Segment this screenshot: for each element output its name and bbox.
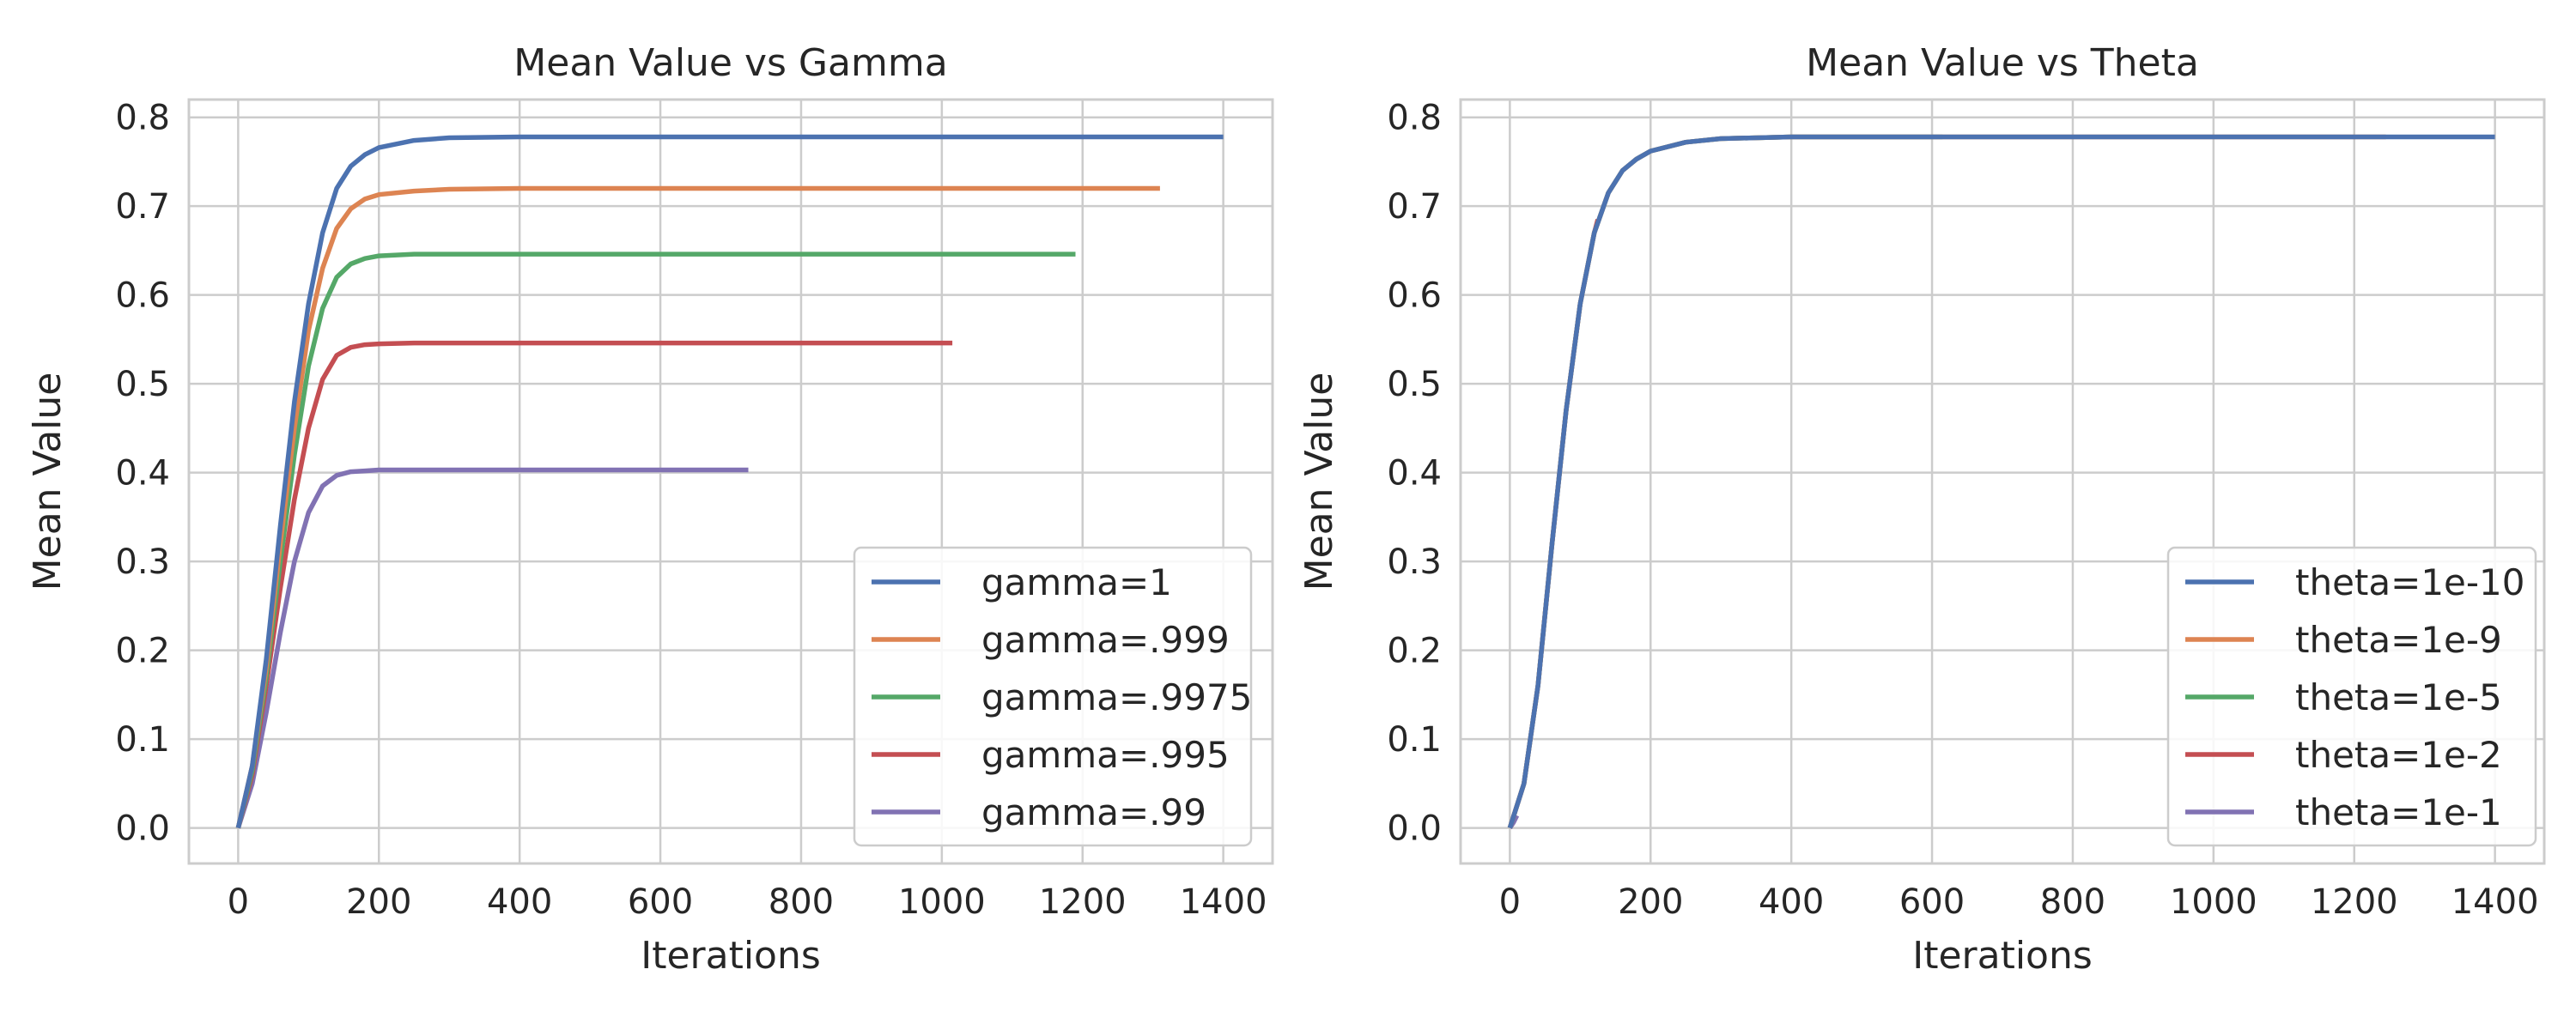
x-tick-label: 1000 <box>2170 882 2257 922</box>
legend-label-2: theta=1e-9 <box>2295 619 2502 661</box>
legend-label-4: gamma=.995 <box>981 734 1230 776</box>
x-tick-label: 1200 <box>2311 882 2398 922</box>
x-tick-label: 600 <box>1899 882 1965 922</box>
legend-box <box>2166 546 2537 847</box>
chart-panel-1: 0 200 400 600 800 1000 1200 1400 0.0 0.1 0.2 0.3 0.4… <box>26 41 1274 978</box>
x-tick-label: 1000 <box>898 882 986 922</box>
y-tick-label: 0.4 <box>1387 454 1442 494</box>
x-tick-label: 400 <box>487 882 552 922</box>
x-tick-label: 1400 <box>2451 882 2539 922</box>
x-tick-label: 800 <box>2040 882 2105 922</box>
y-tick-label: 0.6 <box>1387 276 1442 316</box>
x-tick-label: 600 <box>628 882 693 922</box>
x-axis-label: Iterations <box>1912 934 2093 978</box>
legend: gamma=1 gamma=.999 gamma=.9975 gamma=.995 ga… <box>853 546 1253 847</box>
y-tick-label: 0.7 <box>1387 187 1442 227</box>
series-line-4 <box>235 340 953 829</box>
y-tick-label: 0.8 <box>1387 99 1442 138</box>
y-tick-label: 0.5 <box>115 365 170 404</box>
x-tick-label: 200 <box>346 882 411 922</box>
y-tick-label: 0.2 <box>1387 632 1442 671</box>
plot-frame <box>187 98 1274 865</box>
y-axis-label: Mean Value <box>26 373 70 591</box>
y-tick-label: 0.6 <box>115 276 170 316</box>
legend-label-3: theta=1e-5 <box>2295 676 2502 718</box>
chart-title: Mean Value vs Gamma <box>513 41 947 85</box>
legend-label-1: theta=1e-10 <box>2295 561 2524 603</box>
y-tick-label: 0.0 <box>115 809 170 849</box>
x-tick-label: 0 <box>1499 882 1521 922</box>
plot-frame <box>1459 98 2546 865</box>
chart-title: Mean Value vs Theta <box>1806 41 2199 85</box>
y-tick-label: 0.1 <box>1387 720 1442 760</box>
legend-label-2: gamma=.999 <box>981 619 1230 661</box>
series-line-1 <box>235 134 1224 829</box>
x-tick-label: 200 <box>1618 882 1683 922</box>
x-tick-label: 800 <box>769 882 834 922</box>
series-line-1 <box>1507 134 2495 829</box>
x-tick-label: 0 <box>228 882 249 922</box>
legend-label-5: theta=1e-1 <box>2295 791 2502 833</box>
y-tick-label: 0.3 <box>1387 542 1442 582</box>
legend-label-5: gamma=.99 <box>981 791 1206 833</box>
chart-panel-2: 0 200 400 600 800 1000 1200 1400 0.0 0.1 0.2 0.3 0.4… <box>1297 41 2546 978</box>
x-tick-label: 400 <box>1759 882 1824 922</box>
y-tick-label: 0.1 <box>115 720 170 760</box>
y-tick-label: 0.5 <box>1387 365 1442 404</box>
series-line-5 <box>235 467 749 829</box>
legend-label-3: gamma=.9975 <box>981 676 1252 718</box>
y-axis-label: Mean Value <box>1297 373 1341 591</box>
legend-label-1: gamma=1 <box>981 561 1172 603</box>
y-tick-label: 0.2 <box>115 632 170 671</box>
y-tick-label: 0.3 <box>115 542 170 582</box>
x-tick-label: 1400 <box>1180 882 1267 922</box>
legend-label-4: theta=1e-2 <box>2295 734 2502 776</box>
legend-box <box>853 546 1253 847</box>
y-tick-label: 0.4 <box>115 454 170 494</box>
x-axis-label: Iterations <box>641 934 821 978</box>
y-tick-label: 0.7 <box>115 187 170 227</box>
legend: theta=1e-10 theta=1e-9 theta=1e-5 theta=1e-… <box>2166 546 2537 847</box>
y-tick-label: 0.8 <box>115 99 170 138</box>
y-tick-label: 0.0 <box>1387 809 1442 849</box>
x-tick-label: 1200 <box>1039 882 1127 922</box>
